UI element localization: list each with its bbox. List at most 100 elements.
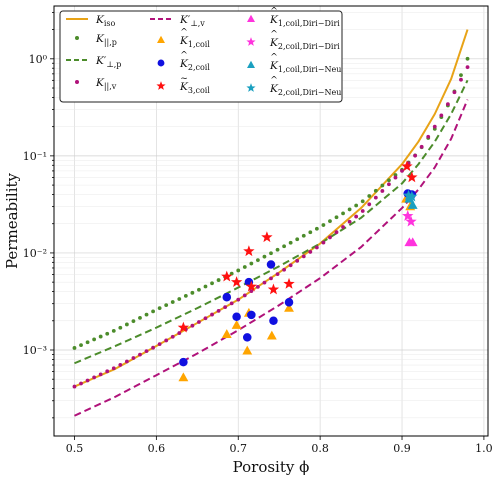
x-tick-label: 0.7 (229, 442, 247, 455)
series-dot (288, 263, 293, 268)
series-dot (255, 285, 260, 289)
series-dot (131, 356, 136, 360)
series-dot (360, 209, 365, 213)
series-dot (373, 188, 378, 193)
data-point (242, 333, 252, 342)
y-tick-label: 10⁻¹ (23, 150, 47, 163)
series-dot (229, 271, 234, 276)
legend-label-accent: ~ (180, 74, 188, 84)
series-5 (178, 193, 416, 382)
series-dot (118, 363, 123, 367)
series-dot (432, 124, 437, 129)
series-dot (419, 144, 424, 149)
series-dot (138, 316, 142, 320)
series-line (74, 79, 469, 365)
series-dot (242, 265, 247, 269)
legend-marker-swatch (157, 35, 165, 43)
series-dot (170, 300, 175, 304)
legend-marker-swatch (246, 83, 256, 92)
series-dot (413, 153, 418, 158)
series-dot (314, 245, 319, 250)
legend-item: Kiso (66, 14, 116, 28)
series-dot (314, 226, 319, 231)
legend-marker-swatch (247, 60, 255, 68)
series-dot (380, 189, 385, 193)
series-dot (197, 320, 201, 324)
series-6 (179, 189, 417, 367)
series-dot (400, 169, 404, 173)
series-dot (216, 278, 221, 282)
legend-label: K2,coil,Diri−Diri (269, 37, 340, 51)
legend-label: K||,v (95, 77, 117, 91)
series-dot (334, 215, 339, 220)
series-dot (118, 325, 123, 330)
series-dot (157, 342, 162, 347)
series-7 (177, 160, 418, 333)
y-tick-label: 10⁻² (23, 247, 47, 260)
legend-label: K2,coil (179, 58, 210, 72)
series-dot (131, 319, 136, 324)
x-tick-label: 0.6 (148, 442, 166, 455)
legend-box (59, 10, 343, 103)
data-point (402, 210, 414, 221)
legend-marker-swatch (157, 59, 165, 67)
x-axis-label: Porosity ϕ (233, 458, 310, 476)
data-point (242, 345, 253, 355)
series-dot (275, 272, 280, 277)
series-3 (72, 65, 470, 389)
series-dot (183, 293, 188, 298)
series-dot (170, 334, 175, 339)
data-point (405, 215, 417, 227)
series-dot (360, 199, 365, 204)
series-dot (216, 308, 221, 313)
series-dot (465, 65, 470, 70)
series-layer (72, 29, 470, 417)
legend-item: K2,coil^ (157, 51, 210, 72)
legend-label-accent: ^ (270, 7, 278, 17)
y-axis: 10⁻³ 10⁻² 10⁻¹ 10⁰ (23, 12, 54, 419)
series-dot (282, 267, 287, 272)
series-dot (157, 306, 162, 311)
series-dot (85, 340, 90, 345)
legend-label: K1,coil,Diri−Diri (269, 14, 340, 28)
legend-item: K||,v (75, 77, 117, 91)
series-dot (354, 214, 359, 219)
data-point (283, 277, 295, 289)
data-point (284, 298, 294, 307)
series-dot (229, 301, 234, 306)
series-line (74, 99, 469, 417)
legend-item: K2,coil,Diri−Diri^ (246, 30, 340, 51)
series-dot (236, 297, 241, 302)
legend-label: K1,coil (179, 35, 210, 49)
legend-item: K′⊥,v (150, 14, 205, 28)
series-dot (105, 369, 110, 374)
legend-marker-swatch (246, 37, 256, 46)
legend-marker-swatch (247, 14, 255, 22)
series-dot (124, 322, 129, 327)
series-dot (105, 331, 110, 336)
legend-label: K′⊥,v (179, 14, 205, 28)
data-point (179, 357, 188, 367)
series-dot (164, 338, 169, 343)
series-dot (98, 334, 103, 339)
grid (54, 6, 488, 436)
series-dot (269, 251, 273, 256)
data-point (247, 310, 256, 320)
data-point (232, 312, 241, 322)
series-dot (249, 261, 254, 266)
x-axis: 0.5 0.6 0.7 0.8 0.9 1.0 (66, 436, 493, 455)
series-dot (111, 328, 116, 333)
series-dot (393, 173, 398, 177)
series-dot (459, 77, 463, 82)
series-dot (203, 316, 208, 321)
series-dot (98, 372, 103, 377)
series-2 (74, 79, 469, 365)
series-dot (354, 203, 359, 208)
series-dot (295, 258, 300, 263)
series-dot (111, 366, 116, 371)
legend-label: K2,coil,Diri−Neu (269, 83, 341, 97)
series-dot (85, 378, 90, 383)
series-11 (402, 189, 418, 202)
series-dot (151, 309, 155, 314)
